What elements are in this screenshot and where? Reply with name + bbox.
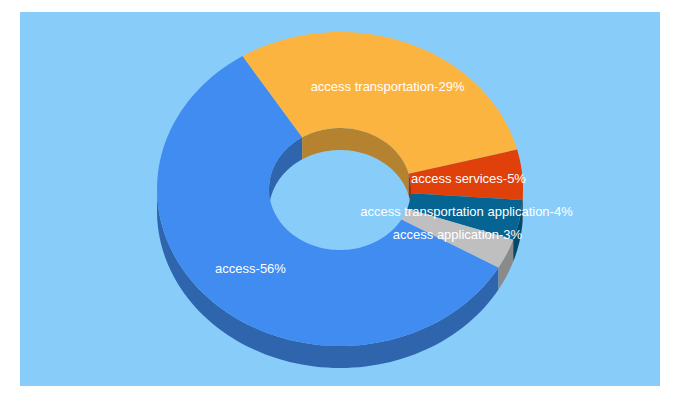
slice [243,32,518,174]
slice-label: access transportation-29% [311,79,465,94]
slice-label: access-56% [215,261,286,276]
plot-background [20,12,660,386]
slice-label: access application-3% [393,227,523,242]
slice-label: access transportation application-4% [360,204,573,219]
data-labels: access-56% access transportation-29% acces… [215,79,573,277]
slice-label: access services-5% [411,171,526,186]
chart-container: access-56% access transportation-29% acces… [0,0,680,400]
slices [157,32,523,346]
chart-svg: access-56% access transportation-29% acces… [0,0,680,400]
